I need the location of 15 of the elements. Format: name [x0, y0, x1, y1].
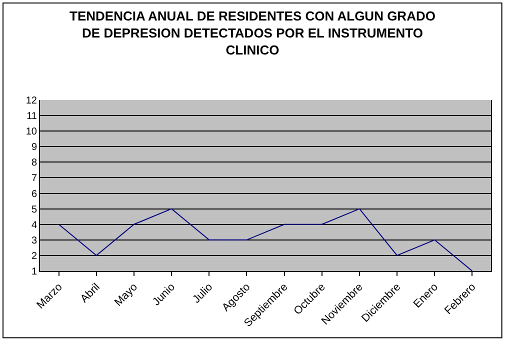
y-tick-label: 11: [26, 111, 38, 122]
y-tick-label: 10: [26, 126, 38, 138]
y-tick-label: 5: [31, 204, 38, 216]
y-tick-label: 6: [31, 188, 38, 200]
y-tick-label: 3: [31, 235, 38, 246]
y-tick-label: 8: [31, 158, 38, 169]
y-tick-label: 2: [31, 250, 38, 262]
y-tick-label: 1: [31, 266, 38, 278]
x-tick-label: Julio: [190, 281, 216, 306]
y-tick-label: 12: [26, 96, 38, 106]
y-tick-label: 4: [31, 220, 38, 231]
line-series: [58, 208, 473, 271]
chart-title: TENDENCIA ANUAL DE RESIDENTES CON ALGUN GRADO DE DEPRESION DETECTADOS POR EL INSTRUMENTO CLINICO: [70, 8, 436, 58]
y-tick-label: 9: [31, 142, 38, 154]
y-tick-label: 7: [31, 173, 38, 184]
